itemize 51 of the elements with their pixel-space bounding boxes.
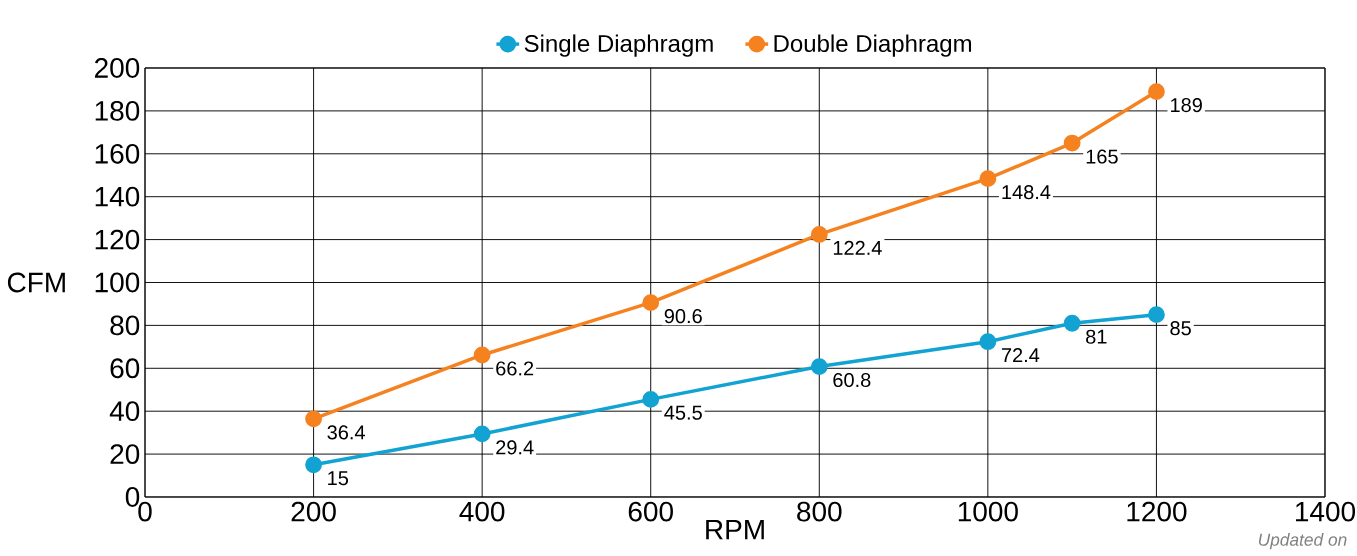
data-label: 72.4 — [1001, 348, 1040, 363]
y-axis-title: CFM — [7, 272, 65, 293]
y-tick-label: 200 — [94, 58, 140, 78]
y-tick-label: 80 — [110, 315, 140, 336]
data-label: 165 — [1086, 149, 1118, 164]
point — [979, 170, 997, 188]
y-tick-label: 120 — [95, 229, 140, 250]
data-label: 29.4 — [496, 440, 534, 455]
data-label: 85 — [1170, 321, 1191, 336]
y-tick-label: 160 — [95, 143, 140, 164]
y-tick-label: 0 — [125, 487, 140, 507]
data-label: 122.4 — [833, 240, 882, 255]
y-tick-label: 40 — [109, 401, 140, 422]
data-label: 66.2 — [496, 361, 534, 376]
x-tick-label: 1200 — [1127, 501, 1187, 522]
point — [1063, 314, 1081, 332]
point — [1148, 83, 1165, 100]
point — [473, 346, 491, 364]
y-tick-label: 20 — [110, 444, 140, 464]
x-tick-label: 1000 — [958, 501, 1018, 522]
x-tick-label: 600 — [628, 501, 673, 522]
data-label: 60.8 — [833, 372, 871, 388]
y-tick-label: 140 — [95, 186, 140, 207]
point — [305, 410, 322, 428]
legend-label: Single Diaphragm — [524, 34, 713, 57]
point — [979, 333, 997, 351]
point — [810, 358, 828, 375]
point — [305, 456, 322, 474]
point — [473, 425, 491, 443]
x-tick-label: 200 — [291, 501, 336, 522]
text: Updated on — [1258, 533, 1347, 550]
data-label: 36.4 — [327, 425, 365, 440]
point — [1148, 306, 1165, 324]
x-tick-label: 800 — [797, 501, 842, 522]
point — [1063, 134, 1081, 152]
y-tick-label: 60 — [110, 358, 140, 379]
x-axis-title: RPM — [706, 520, 764, 540]
y-tick-label: 100 — [95, 272, 140, 293]
y-tick-label: 180 — [95, 100, 140, 121]
point — [642, 294, 660, 312]
data-label: 45.5 — [664, 405, 702, 420]
data-label: 15 — [328, 471, 349, 486]
data-label: 189 — [1171, 97, 1202, 113]
point — [810, 226, 828, 243]
data-label: 90.6 — [664, 309, 702, 324]
legend-label: Double Diaphragm — [774, 34, 972, 57]
x-tick-label: 1400 — [1295, 501, 1356, 522]
point — [642, 390, 660, 408]
data-label: 81 — [1086, 329, 1107, 344]
x-tick-label: 400 — [459, 501, 505, 522]
data-label: 148.4 — [1002, 185, 1051, 200]
